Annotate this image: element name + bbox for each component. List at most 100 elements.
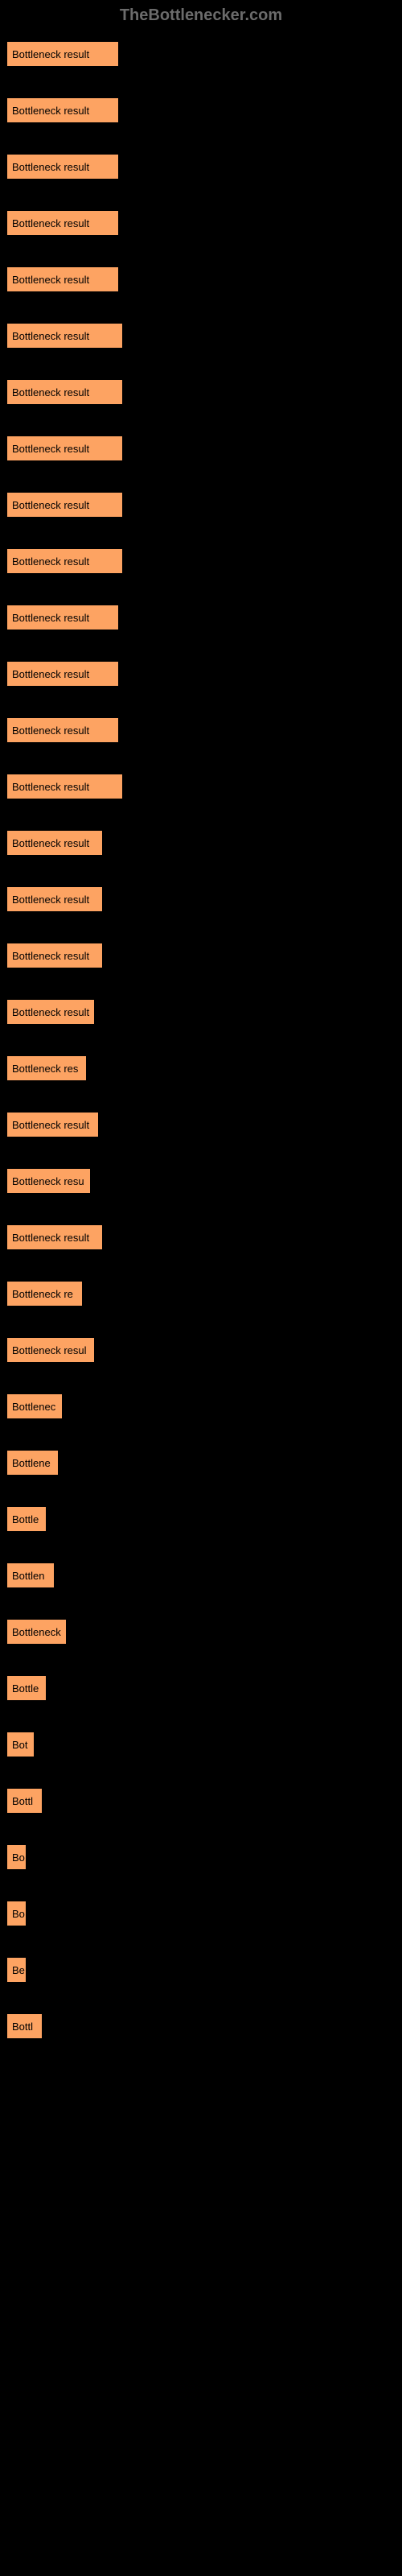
bar-label: Bottleneck resu — [12, 1175, 84, 1187]
bar-label: Bottlen — [12, 1570, 44, 1582]
bar-row: Bottleneck result — [6, 154, 396, 180]
bar-row: Bottlene — [6, 1450, 396, 1476]
bar: Bottleneck result — [6, 210, 119, 236]
bar-row: Bottleneck result — [6, 1112, 396, 1137]
bar-label: Bottleneck result — [12, 894, 89, 906]
bar-row: Bottleneck result — [6, 97, 396, 123]
bar: Bottleneck result — [6, 661, 119, 687]
bar-row: Bottleneck result — [6, 41, 396, 67]
bar-label: Bottleneck result — [12, 330, 89, 342]
bar-row: Bottleneck result — [6, 717, 396, 743]
bar: Bottleneck result — [6, 41, 119, 67]
bar: Bottleneck result — [6, 999, 95, 1025]
bar-row: Bottleneck result — [6, 999, 396, 1025]
bar-row: Bottleneck result — [6, 1224, 396, 1250]
bar: Bottleneck result — [6, 943, 103, 968]
bar-row: Bottleneck res — [6, 1055, 396, 1081]
bar-row: Be — [6, 1957, 396, 1983]
bar-row: Bottleneck result — [6, 605, 396, 630]
bar-label: Bottle — [12, 1682, 39, 1695]
bar: Bottleneck result — [6, 379, 123, 405]
bar: Bottl — [6, 1788, 43, 1814]
bar-label: Bottleneck result — [12, 1119, 89, 1131]
bar: Bottleneck result — [6, 492, 123, 518]
bar-label: Bottleneck result — [12, 781, 89, 793]
bar-row: Bottl — [6, 1788, 396, 1814]
bar-label: Bottleneck result — [12, 555, 89, 568]
bar: Bottleneck result — [6, 266, 119, 292]
bar-label: Bottleneck result — [12, 837, 89, 849]
bar-label: Bo — [12, 1852, 25, 1864]
bar-label: Bottl — [12, 2021, 33, 2033]
bar: Bo — [6, 1901, 27, 1926]
bar: Bottlen — [6, 1563, 55, 1588]
bar-row: Bottleneck resu — [6, 1168, 396, 1194]
bar: Bottleneck result — [6, 774, 123, 799]
bar-label: Bottleneck result — [12, 48, 89, 60]
bar-row: Bottle — [6, 1506, 396, 1532]
bar-row: Bottlen — [6, 1563, 396, 1588]
bar: Bottleneck result — [6, 154, 119, 180]
bar-label: Bottleneck re — [12, 1288, 73, 1300]
bar-label: Bottleneck result — [12, 612, 89, 624]
bar: Bottleneck result — [6, 323, 123, 349]
bar-label: Bottleneck result — [12, 1232, 89, 1244]
bar-label: Bot — [12, 1739, 28, 1751]
bar-label: Bottleneck result — [12, 1006, 89, 1018]
bar-row: Bottlenec — [6, 1393, 396, 1419]
bar-label: Bottleneck result — [12, 161, 89, 173]
bar: Bottleneck result — [6, 717, 119, 743]
bar-row: Bot — [6, 1732, 396, 1757]
bar: Bottlene — [6, 1450, 59, 1476]
bar: Bottl — [6, 2013, 43, 2039]
bar-row: Bottleneck result — [6, 661, 396, 687]
bar-row: Bottleneck result — [6, 266, 396, 292]
bar: Bottleneck result — [6, 436, 123, 461]
bar-label: Bo — [12, 1908, 25, 1920]
bar-label: Bottleneck result — [12, 105, 89, 117]
bar: Bottlenec — [6, 1393, 63, 1419]
bar: Bottleneck result — [6, 605, 119, 630]
bar-row: Bottleneck resul — [6, 1337, 396, 1363]
bar: Bottleneck resu — [6, 1168, 91, 1194]
bar-label: Bottleneck result — [12, 443, 89, 455]
bar: Bottleneck — [6, 1619, 67, 1645]
bar-row: Bottleneck result — [6, 886, 396, 912]
bar-row: Bottleneck result — [6, 943, 396, 968]
bar-label: Bottleneck result — [12, 668, 89, 680]
bar-row: Bottleneck result — [6, 379, 396, 405]
bar: Bot — [6, 1732, 35, 1757]
bar-label: Bottle — [12, 1513, 39, 1525]
bar: Bo — [6, 1844, 27, 1870]
bar: Bottleneck result — [6, 548, 123, 574]
bar-row: Bottleneck — [6, 1619, 396, 1645]
bar-row: Bottleneck result — [6, 210, 396, 236]
bar: Bottleneck result — [6, 886, 103, 912]
bar-row: Bottleneck result — [6, 774, 396, 799]
bar-row: Bottleneck result — [6, 830, 396, 856]
bar-row: Bottl — [6, 2013, 396, 2039]
bar: Bottleneck res — [6, 1055, 87, 1081]
bar-label: Bottleneck result — [12, 950, 89, 962]
bar-label: Bottleneck resul — [12, 1344, 87, 1356]
bar: Bottleneck resul — [6, 1337, 95, 1363]
site-header: TheBottlenecker.com — [6, 6, 396, 25]
bar-label: Bottleneck result — [12, 217, 89, 229]
bar-row: Bottleneck re — [6, 1281, 396, 1307]
bar: Bottleneck result — [6, 1224, 103, 1250]
bar: Bottleneck result — [6, 97, 119, 123]
bar-row: Bottleneck result — [6, 492, 396, 518]
bar: Bottleneck re — [6, 1281, 83, 1307]
bar: Bottle — [6, 1506, 47, 1532]
bar-label: Bottl — [12, 1795, 33, 1807]
bar: Bottleneck result — [6, 830, 103, 856]
bar-label: Bottleneck result — [12, 499, 89, 511]
bar-label: Bottleneck result — [12, 274, 89, 286]
bar: Be — [6, 1957, 27, 1983]
bar-row: Bottle — [6, 1675, 396, 1701]
bar-label: Be — [12, 1964, 25, 1976]
bar-label: Bottlenec — [12, 1401, 55, 1413]
bar-label: Bottleneck result — [12, 386, 89, 398]
bar-row: Bo — [6, 1844, 396, 1870]
bar-label: Bottleneck res — [12, 1063, 78, 1075]
